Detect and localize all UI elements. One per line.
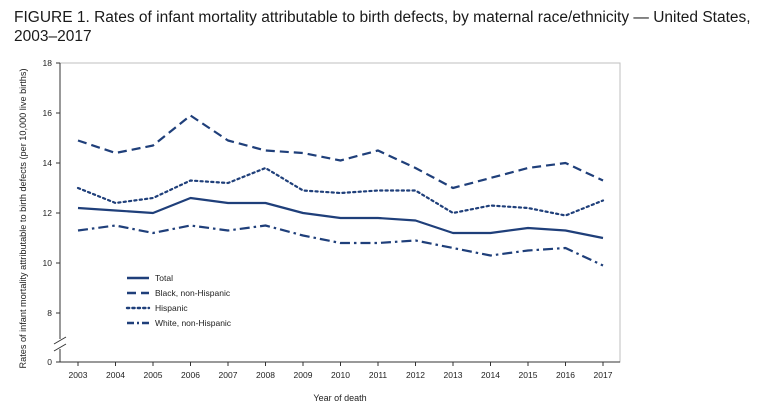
x-tick-label-2012: 2012 [406, 370, 425, 380]
x-tick-label-2006: 2006 [181, 370, 200, 380]
x-tick-label-2014: 2014 [481, 370, 500, 380]
x-tick-label-2005: 2005 [144, 370, 163, 380]
y-tick-label-0: 0 [47, 357, 52, 367]
x-tick-label-2017: 2017 [594, 370, 613, 380]
x-tick-label-2004: 2004 [106, 370, 125, 380]
x-axis-label: Year of death [313, 393, 366, 403]
y-tick-label-14: 14 [43, 158, 53, 168]
legend-label: White, non-Hispanic [155, 318, 232, 328]
x-tick-label-2008: 2008 [256, 370, 275, 380]
x-tick-label-2009: 2009 [294, 370, 313, 380]
x-tick-label-2016: 2016 [556, 370, 575, 380]
legend-label: Hispanic [155, 303, 188, 313]
y-tick-label-16: 16 [43, 108, 53, 118]
y-tick-label-8: 8 [47, 308, 52, 318]
x-tick-label-2015: 2015 [519, 370, 538, 380]
series-line-black-non-hispanic [77, 114, 604, 190]
axis-break-gap [54, 339, 66, 349]
x-tick-label-2003: 2003 [69, 370, 88, 380]
y-tick-label-10: 10 [43, 258, 53, 268]
legend-label: Total [155, 273, 173, 283]
x-tick-label-2011: 2011 [369, 370, 388, 380]
axis-break-mark [53, 343, 67, 352]
series-line-white-non-hispanic [77, 224, 604, 267]
series-line-total [77, 196, 604, 240]
x-tick-label-2007: 2007 [219, 370, 238, 380]
x-tick-label-2013: 2013 [444, 370, 463, 380]
y-axis-label: Rates of infant mortality attributable t… [18, 69, 28, 369]
axis-break-mark [53, 336, 67, 345]
legend-label: Black, non-Hispanic [155, 288, 231, 298]
y-tick-label-12: 12 [43, 208, 53, 218]
chart-title: FIGURE 1. Rates of infant mortality attr… [14, 9, 751, 45]
x-tick-label-2010: 2010 [331, 370, 350, 380]
y-tick-label-18: 18 [43, 58, 53, 68]
series-line-hispanic [76, 166, 605, 217]
